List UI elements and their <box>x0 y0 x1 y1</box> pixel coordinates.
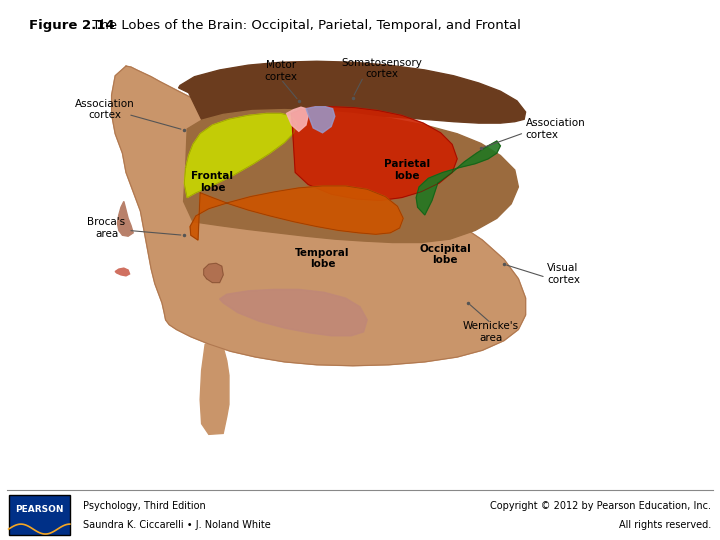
Text: Parietal
lobe: Parietal lobe <box>384 159 430 181</box>
Text: Occipital
lobe: Occipital lobe <box>419 244 471 265</box>
Text: Copyright © 2012 by Pearson Education, Inc.: Copyright © 2012 by Pearson Education, I… <box>490 501 711 511</box>
Polygon shape <box>117 201 133 236</box>
Text: Psychology, Third Edition: Psychology, Third Edition <box>83 501 205 511</box>
Text: Somatosensory
cortex: Somatosensory cortex <box>341 58 422 79</box>
Polygon shape <box>292 107 457 200</box>
Text: Frontal
lobe: Frontal lobe <box>192 171 233 193</box>
Text: Visual
cortex: Visual cortex <box>547 263 580 285</box>
Polygon shape <box>306 107 335 133</box>
Polygon shape <box>184 110 518 242</box>
Polygon shape <box>112 66 526 366</box>
Text: Figure 2.14: Figure 2.14 <box>29 19 114 32</box>
Polygon shape <box>200 344 229 434</box>
Polygon shape <box>204 264 223 282</box>
Text: Association
cortex: Association cortex <box>75 99 134 120</box>
Polygon shape <box>179 61 526 131</box>
Polygon shape <box>287 107 308 131</box>
Polygon shape <box>190 186 403 240</box>
Text: The Lobes of the Brain: Occipital, Parietal, Temporal, and Frontal: The Lobes of the Brain: Occipital, Parie… <box>88 19 521 32</box>
Text: Wernicke's
area: Wernicke's area <box>463 321 519 343</box>
Text: All rights reserved.: All rights reserved. <box>619 520 711 530</box>
Polygon shape <box>184 113 297 198</box>
Text: Association
cortex: Association cortex <box>526 118 585 140</box>
Polygon shape <box>115 268 130 276</box>
Text: Broca's
area: Broca's area <box>88 217 125 239</box>
Text: PEARSON: PEARSON <box>15 505 64 514</box>
FancyBboxPatch shape <box>9 495 70 535</box>
Text: Temporal
lobe: Temporal lobe <box>295 248 350 269</box>
Polygon shape <box>416 141 500 215</box>
Text: Motor
cortex: Motor cortex <box>264 60 297 82</box>
Polygon shape <box>220 289 367 336</box>
Text: Saundra K. Ciccarelli • J. Noland White: Saundra K. Ciccarelli • J. Noland White <box>83 520 271 530</box>
